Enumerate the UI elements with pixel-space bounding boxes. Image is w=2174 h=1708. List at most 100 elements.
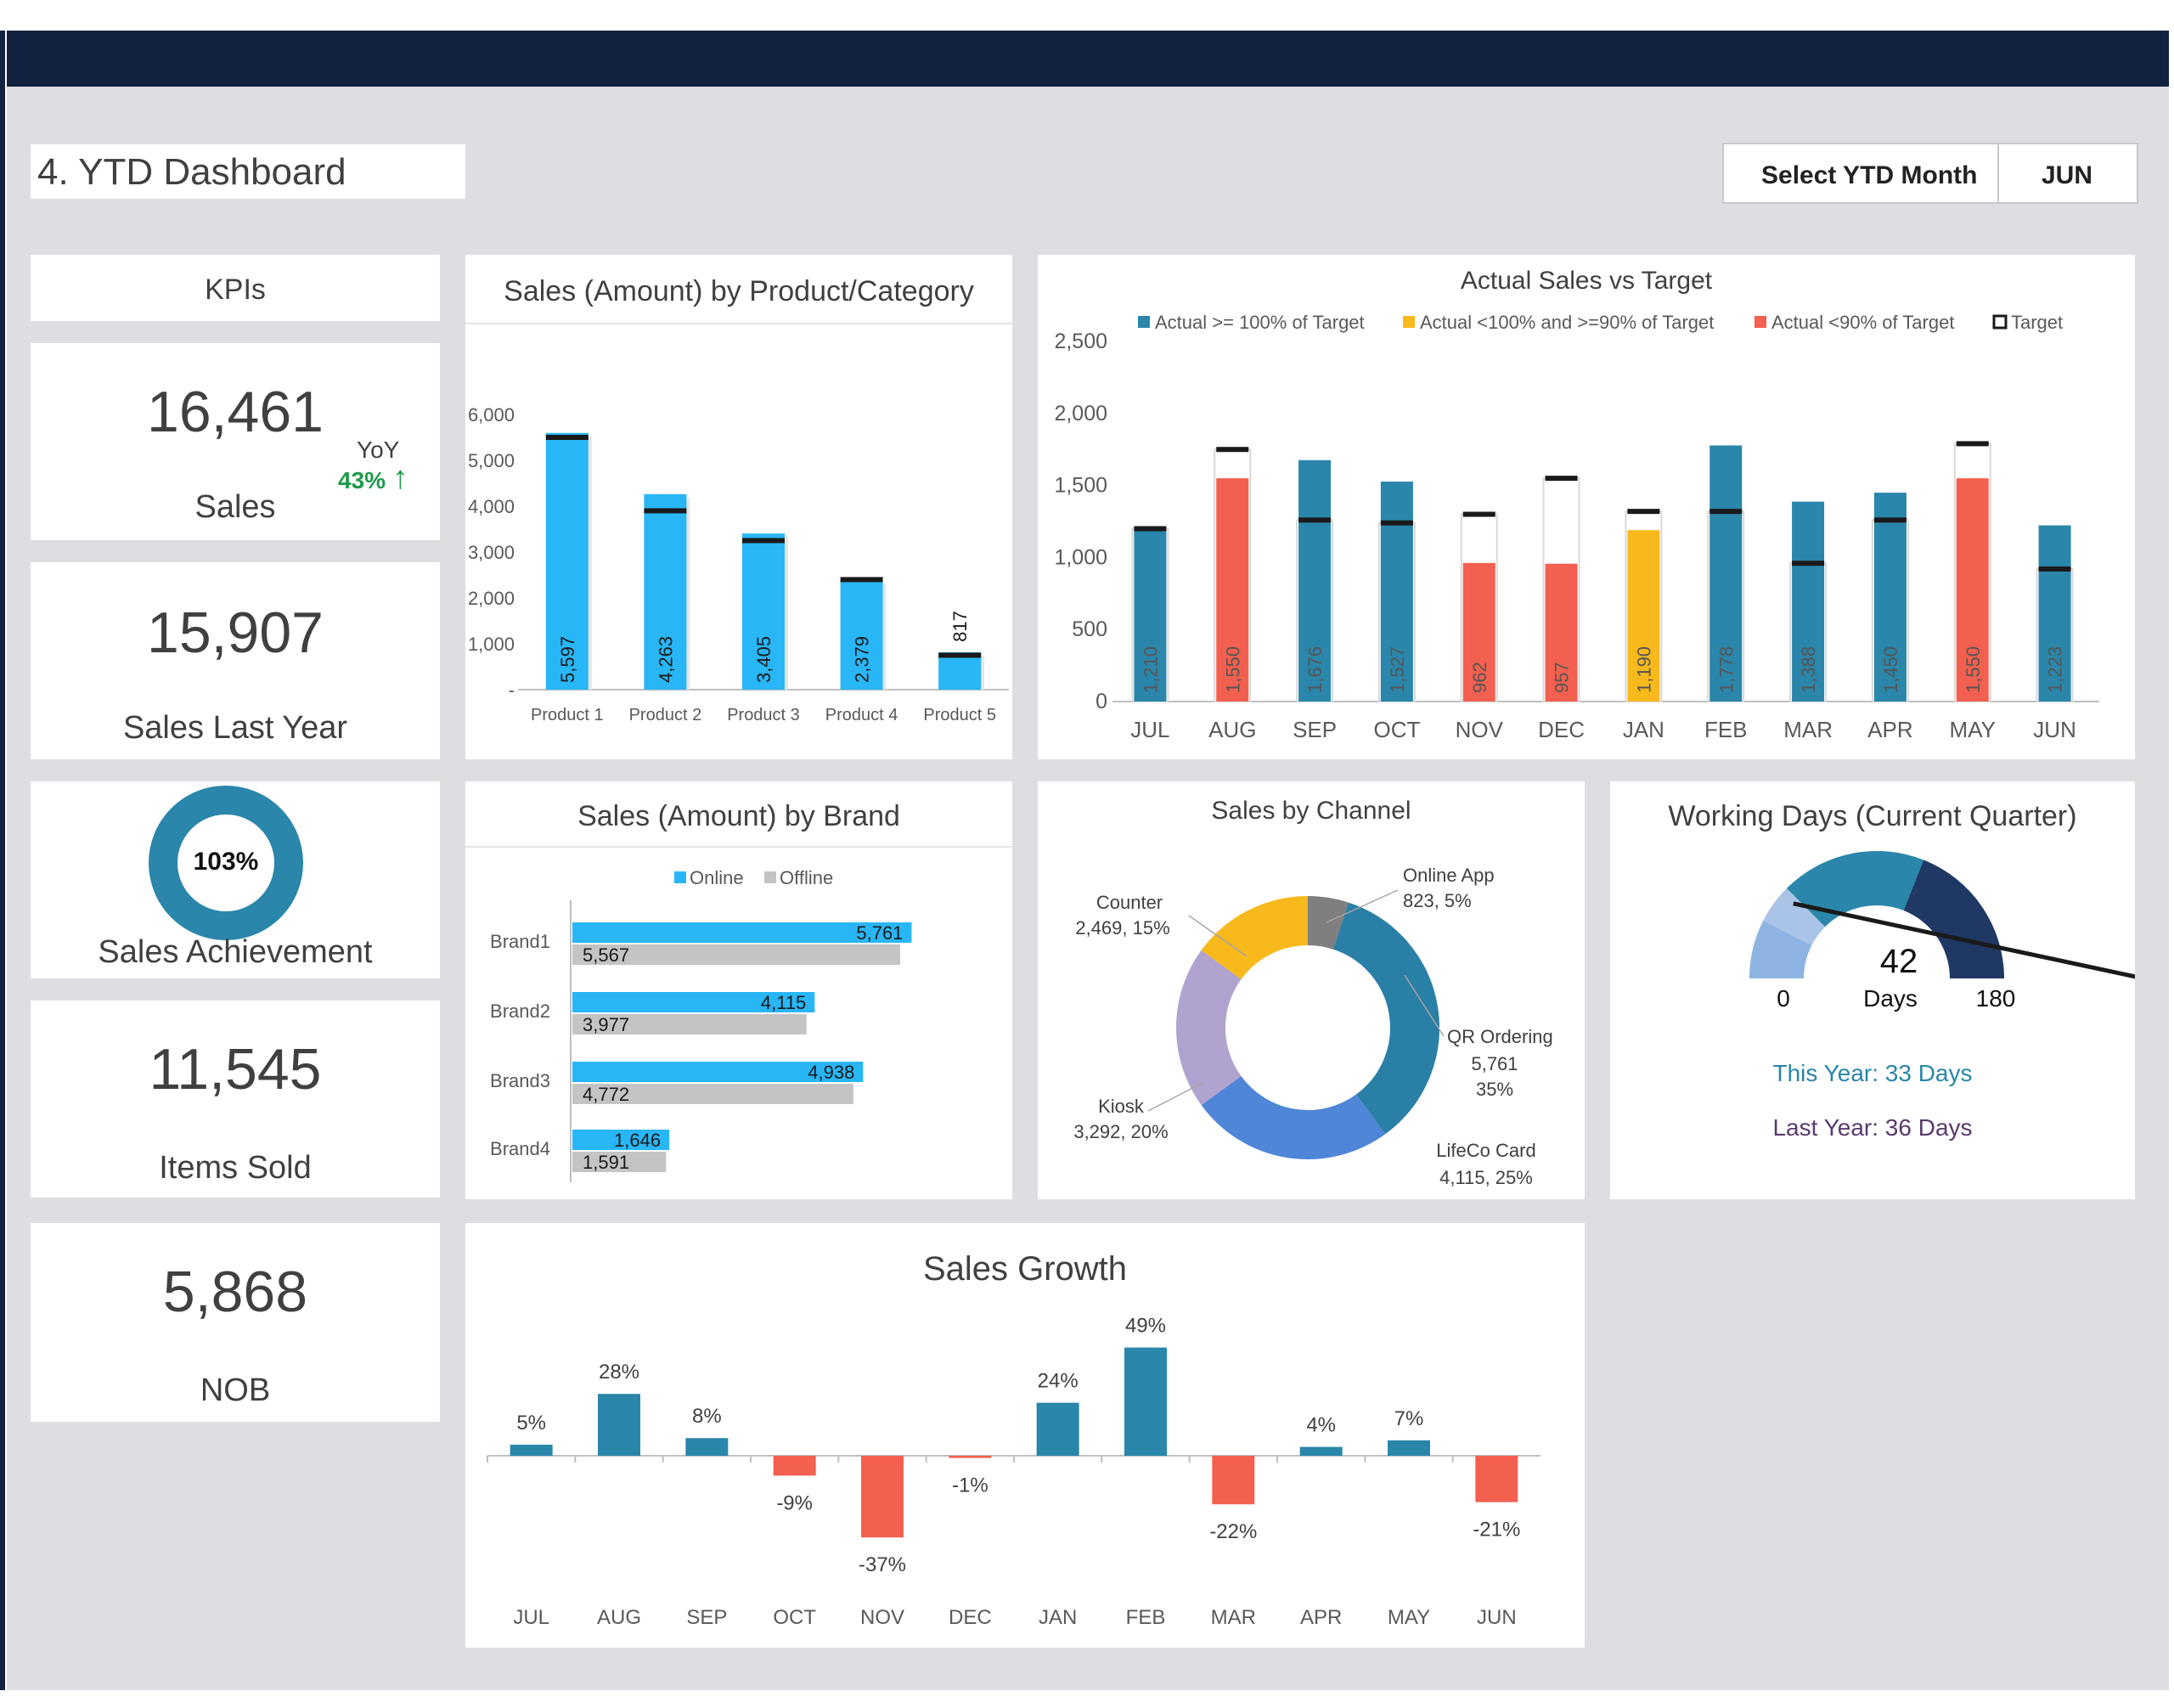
ytd-month-select[interactable]: JUN	[2041, 161, 2092, 189]
bar-value-label: -22%	[1209, 1520, 1257, 1543]
bar-value-label: 28%	[599, 1361, 639, 1384]
y-tick-label: 6,000	[468, 404, 515, 426]
working-days-gauge	[1749, 851, 2135, 979]
brand-chart: Online Offline Brand1 5,761 5,567 Brand2 4,115…	[490, 867, 912, 1182]
bar-value-label: -1%	[952, 1474, 988, 1497]
actual-bar	[1216, 478, 1249, 702]
y-tick-label: 3,000	[468, 542, 515, 563]
target-marker	[1792, 561, 1825, 567]
y-tick-label: 2,500	[1054, 330, 1107, 353]
product-bar	[840, 580, 883, 690]
achievement-value: 103%	[193, 848, 259, 876]
legend-label: Actual <90% of Target	[1771, 312, 1954, 333]
x-tick-label: FEB	[1126, 1606, 1166, 1629]
x-tick-label: JAN	[1039, 1606, 1077, 1629]
legend-label: Actual <100% and >=90% of Target	[1420, 312, 1714, 333]
growth-bar	[1124, 1347, 1167, 1456]
channel-chart-panel: Sales by Channel Online App 823, 5% QR Ord…	[1038, 781, 1585, 1199]
actual-vs-target-panel: Actual Sales vs Target Actual >= 100% of…	[1038, 255, 2135, 759]
avt-chart-title: Actual Sales vs Target	[1460, 267, 1713, 295]
x-tick-label: AUG	[1208, 717, 1256, 742]
offline-bar	[572, 1152, 667, 1172]
callout-kiosk: Kiosk	[1098, 1096, 1145, 1117]
brand-chart-panel: Sales (Amount) by Brand Online Offline Bra…	[465, 781, 1012, 1199]
offline-bar	[572, 1014, 807, 1034]
x-tick-label: Product 5	[923, 706, 996, 724]
bar-value-label: 1,676	[1304, 646, 1326, 693]
y-tick-label: 0	[1095, 690, 1107, 713]
brand-label: Brand1	[490, 931, 550, 952]
kpi-nob-value: 5,868	[162, 1260, 308, 1324]
growth-bar	[1212, 1456, 1255, 1505]
offline-bar	[572, 1084, 853, 1104]
bar-value-label: 8%	[692, 1405, 722, 1428]
y-tick-label: 1,000	[1054, 545, 1107, 569]
working-days-panel: Working Days (Current Quarter) 42 Days 0…	[1610, 781, 2135, 1199]
donut-slice	[1307, 896, 1349, 950]
bar-value-label: 1,190	[1633, 646, 1654, 693]
brand-label: Brand4	[490, 1138, 550, 1159]
growth-bar	[685, 1438, 729, 1456]
bar-value-label: 1,210	[1140, 646, 1161, 693]
target-marker	[938, 652, 982, 658]
offline-value-label: 4,772	[583, 1084, 629, 1105]
offline-value-label: 1,591	[583, 1152, 629, 1173]
x-tick-label: JUN	[1477, 1606, 1517, 1629]
callout-qr-detail: 5,761	[1471, 1053, 1518, 1074]
yoy-value: 43%	[338, 467, 386, 493]
y-tick-label: 2,000	[1054, 402, 1107, 426]
kpis-title: KPIs	[205, 273, 266, 306]
top-banner	[7, 31, 2169, 87]
callout-counter: Counter	[1096, 892, 1163, 913]
x-tick-label: Product 2	[629, 706, 702, 724]
callout-counter-detail: 2,469, 15%	[1075, 917, 1169, 939]
kpi-sales-last-year-value: 15,907	[147, 600, 324, 665]
x-tick-label: NOV	[860, 1606, 904, 1629]
x-tick-label: Product 3	[727, 706, 800, 724]
target-marker	[1216, 447, 1249, 453]
target-marker	[1380, 520, 1413, 526]
bar-value-label: -37%	[859, 1553, 906, 1576]
x-tick-label: MAY	[1388, 1606, 1430, 1629]
x-tick-label: SEP	[1293, 717, 1337, 742]
y-tick-label: 4,000	[468, 496, 515, 517]
legend-swatch	[1403, 316, 1415, 328]
donut-slice	[1201, 1075, 1386, 1159]
online-value-label: 1,646	[614, 1130, 661, 1151]
yoy-label: YoY	[357, 437, 400, 463]
product-chart-panel: Sales (Amount) by Product/Category - 1,00…	[465, 255, 1012, 759]
x-tick-label: MAY	[1950, 717, 1996, 742]
brand-label: Brand3	[490, 1070, 550, 1091]
page-title: 4. YTD Dashboard	[37, 151, 346, 193]
online-bar	[572, 922, 912, 943]
gauge-max: 180	[1975, 985, 2016, 1012]
product-bar	[742, 533, 785, 690]
x-tick-label: DEC	[1538, 717, 1585, 742]
callout-qr-pct: 35%	[1476, 1079, 1513, 1100]
achievement-label: Sales Achievement	[98, 934, 373, 970]
kpi-sales-value: 16,461	[147, 380, 324, 444]
actual-bar	[1462, 562, 1495, 702]
bar-value-label: 1,527	[1387, 646, 1408, 693]
arrow-up-icon: ↑	[392, 460, 408, 496]
x-tick-label: MAR	[1783, 717, 1833, 742]
online-bar	[572, 1130, 670, 1150]
callout-line	[1404, 974, 1445, 1037]
growth-bar	[1388, 1440, 1430, 1456]
kpi-items-sold-label: Items Sold	[159, 1150, 312, 1186]
actual-vs-target-chart: Actual >= 100% of Target Actual <100% and…	[1054, 312, 2099, 742]
bar-value-label: 3,405	[753, 636, 774, 683]
bar-value-label: 2,379	[852, 636, 873, 683]
title-box: 4. YTD Dashboard	[31, 144, 465, 199]
x-tick-label: OCT	[773, 1606, 816, 1629]
kpi-nob-card: 5,868 NOB	[31, 1223, 440, 1422]
growth-bar	[1475, 1456, 1518, 1502]
bar-value-label: 24%	[1038, 1370, 1079, 1393]
kpi-items-sold-value: 11,545	[149, 1037, 322, 1102]
growth-bar	[1299, 1446, 1343, 1456]
actual-bar	[1792, 501, 1825, 702]
offline-value-label: 5,567	[583, 944, 629, 966]
target-marker	[2038, 566, 2071, 572]
x-tick-label: FEB	[1704, 717, 1748, 742]
bar-value-label: 1,388	[1798, 646, 1819, 693]
